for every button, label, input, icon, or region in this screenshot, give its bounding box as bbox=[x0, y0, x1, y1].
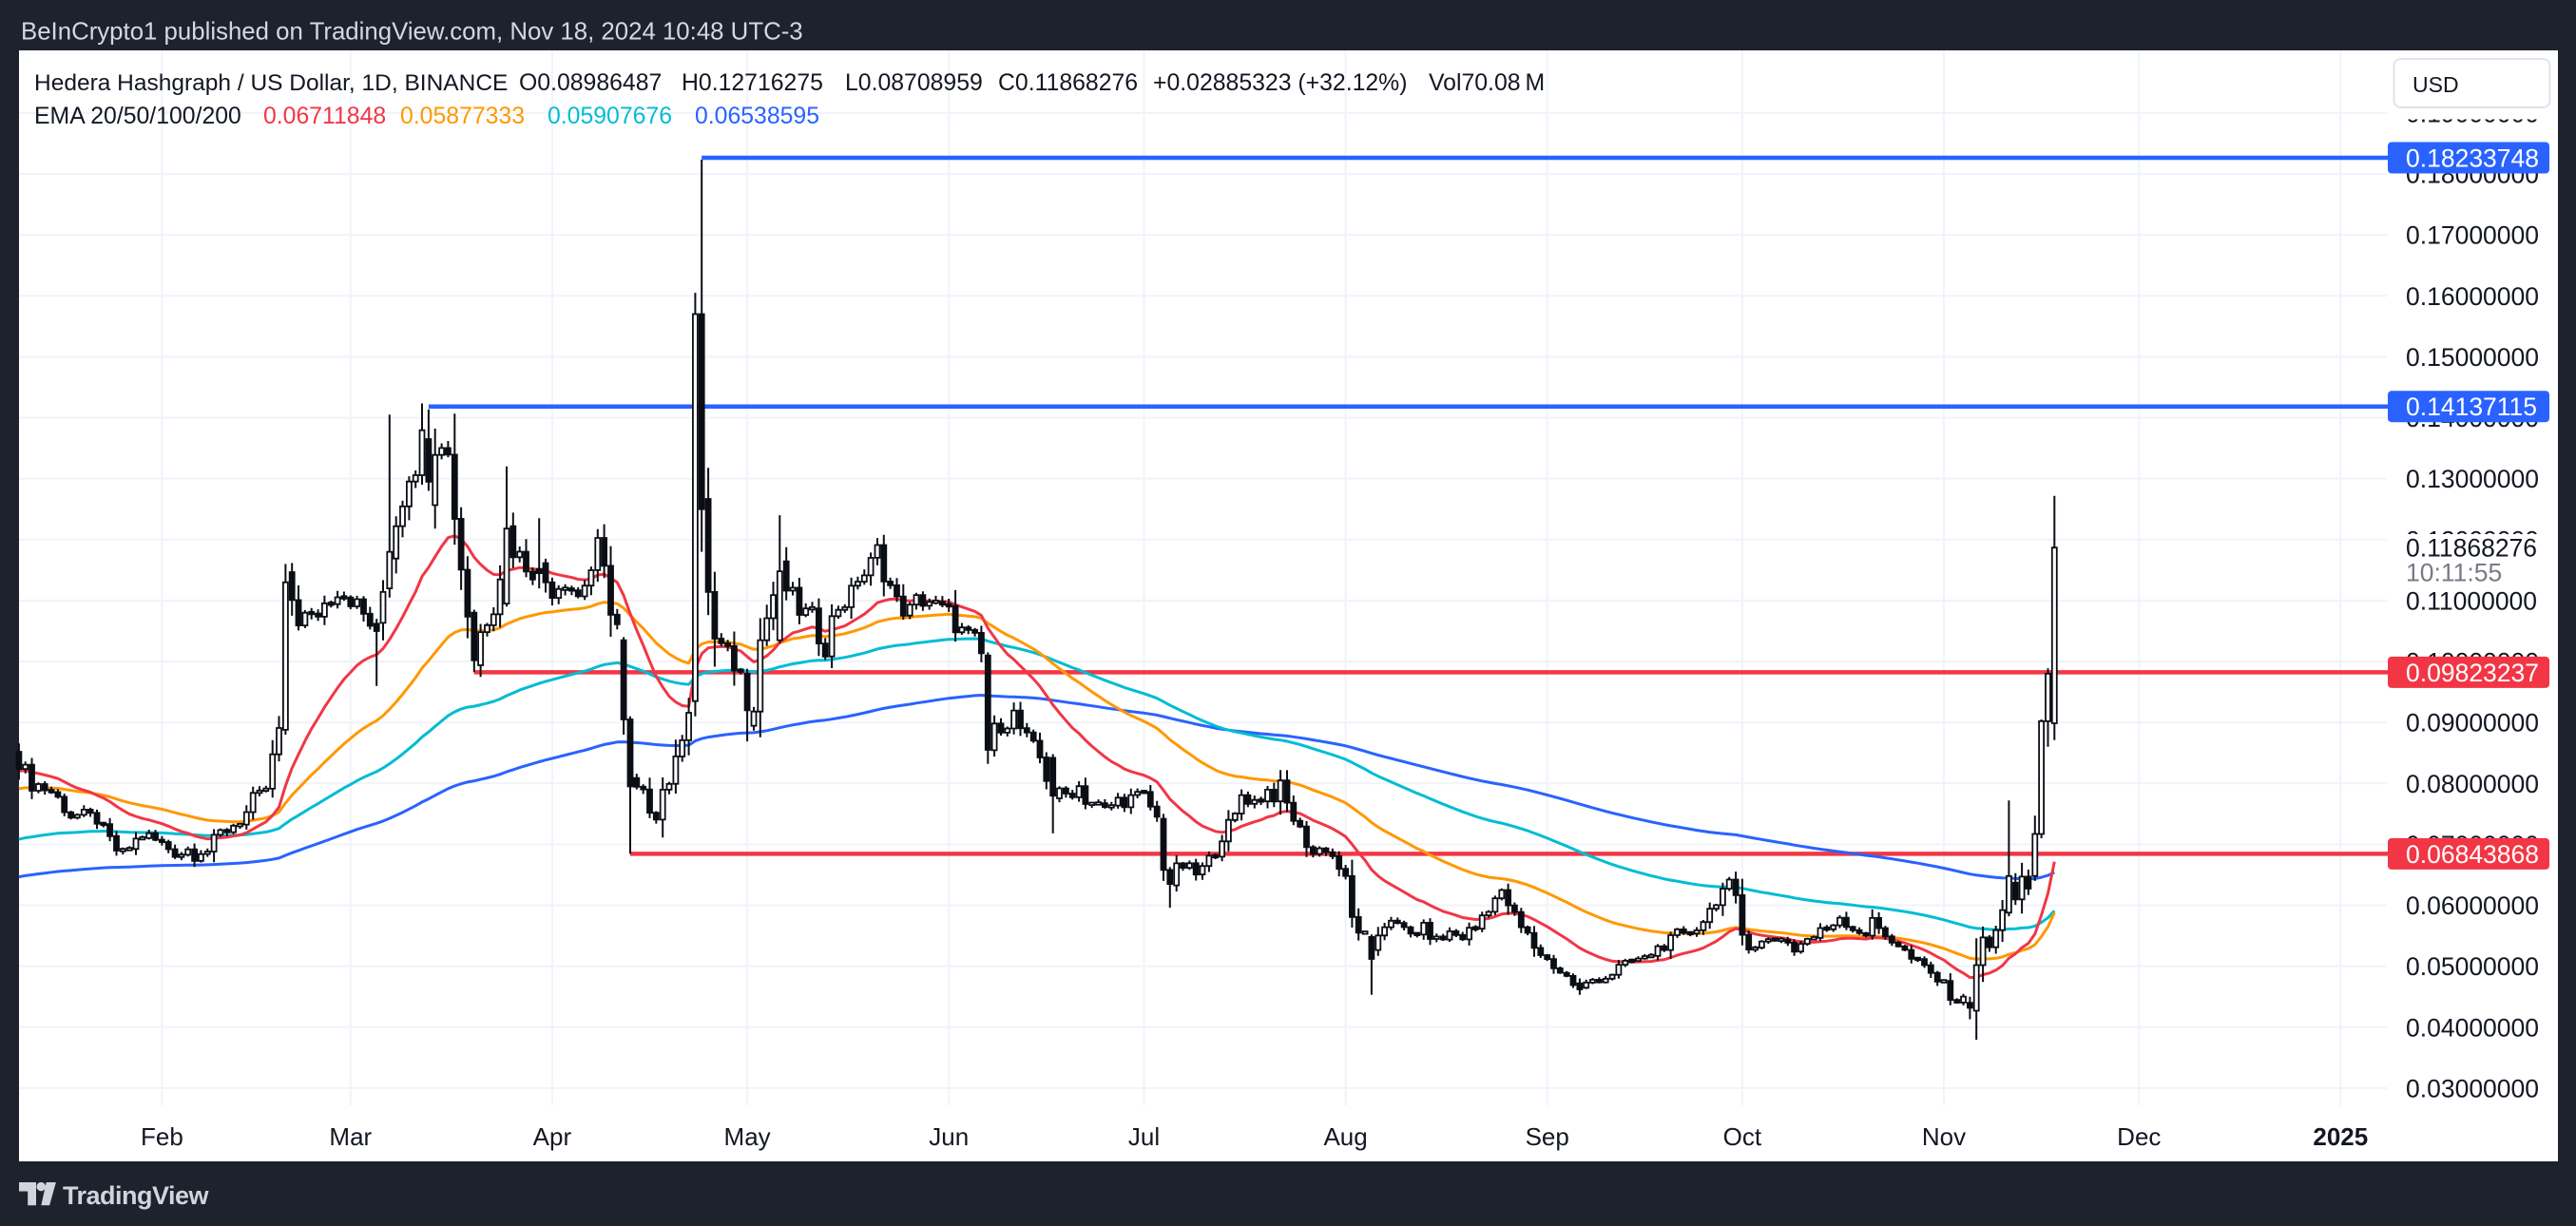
svg-text:Hedera Hashgraph / US Dollar,: Hedera Hashgraph / US Dollar, 1D, BINANC… bbox=[34, 70, 1545, 96]
svg-text:Apr: Apr bbox=[533, 1122, 572, 1151]
svg-text:2025: 2025 bbox=[2313, 1122, 2368, 1151]
svg-text:0.11868276: 0.11868276 bbox=[2406, 534, 2537, 563]
svg-text:0.06843868: 0.06843868 bbox=[2406, 840, 2539, 869]
svg-text:Jul: Jul bbox=[1128, 1122, 1160, 1151]
svg-text:Aug: Aug bbox=[1323, 1122, 1367, 1151]
svg-text:Oct: Oct bbox=[1723, 1122, 1762, 1151]
svg-text:Dec: Dec bbox=[2117, 1122, 2161, 1151]
svg-text:May: May bbox=[724, 1122, 771, 1151]
svg-text:0.09000000: 0.09000000 bbox=[2406, 709, 2539, 738]
svg-text:Sep: Sep bbox=[1526, 1122, 1569, 1151]
svg-text:0.14137115: 0.14137115 bbox=[2406, 393, 2537, 421]
svg-text:10:11:55: 10:11:55 bbox=[2406, 559, 2502, 587]
svg-text:0.08000000: 0.08000000 bbox=[2406, 770, 2539, 798]
svg-text:0.11000000: 0.11000000 bbox=[2406, 586, 2537, 615]
svg-text:USD: USD bbox=[2413, 72, 2459, 97]
svg-text:0.18233748: 0.18233748 bbox=[2406, 144, 2539, 173]
svg-text:0.06000000: 0.06000000 bbox=[2406, 891, 2539, 920]
svg-text:Mar: Mar bbox=[329, 1122, 372, 1151]
svg-text:0.09823237: 0.09823237 bbox=[2406, 659, 2539, 687]
svg-text:TradingView: TradingView bbox=[63, 1181, 210, 1210]
svg-text:0.13000000: 0.13000000 bbox=[2406, 465, 2539, 493]
svg-text:Jun: Jun bbox=[929, 1122, 969, 1151]
svg-text:0.04000000: 0.04000000 bbox=[2406, 1013, 2539, 1042]
svg-text:0.15000000: 0.15000000 bbox=[2406, 343, 2539, 372]
svg-text:0.17000000: 0.17000000 bbox=[2406, 221, 2539, 250]
svg-text:BeInCrypto1 published on Tradi: BeInCrypto1 published on TradingView.com… bbox=[21, 19, 803, 46]
svg-text:0.16000000: 0.16000000 bbox=[2406, 282, 2539, 311]
svg-text:0.03000000: 0.03000000 bbox=[2406, 1074, 2539, 1102]
svg-text:Nov: Nov bbox=[1922, 1122, 1966, 1151]
svg-text:0.05000000: 0.05000000 bbox=[2406, 952, 2539, 981]
svg-text:Feb: Feb bbox=[141, 1122, 183, 1151]
